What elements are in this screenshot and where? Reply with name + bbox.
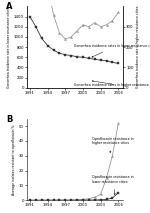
Y-axis label: Gonorrhea incidence rate in lower resistance cities: Gonorrhea incidence rate in lower resist… bbox=[7, 7, 11, 88]
Text: Gonorrhea incidence rates in higher resistance cities: Gonorrhea incidence rates in higher resi… bbox=[74, 81, 150, 87]
Text: B: B bbox=[6, 115, 12, 124]
Text: Ciprofloxacin resistance in
lower resistance cities: Ciprofloxacin resistance in lower resist… bbox=[92, 175, 133, 195]
Y-axis label: Gonorrhea incidence rate in higher resistance cities: Gonorrhea incidence rate in higher resis… bbox=[136, 6, 140, 88]
Text: Gonorrhea incidence rates in lower resistance cities: Gonorrhea incidence rates in lower resis… bbox=[74, 44, 150, 57]
Text: A: A bbox=[6, 2, 12, 11]
Y-axis label: Average isolates resistant to ciprofloxacin %: Average isolates resistant to ciprofloxa… bbox=[12, 124, 16, 195]
Text: Ciprofloxacin resistance in
higher resistance cities: Ciprofloxacin resistance in higher resis… bbox=[92, 137, 133, 153]
